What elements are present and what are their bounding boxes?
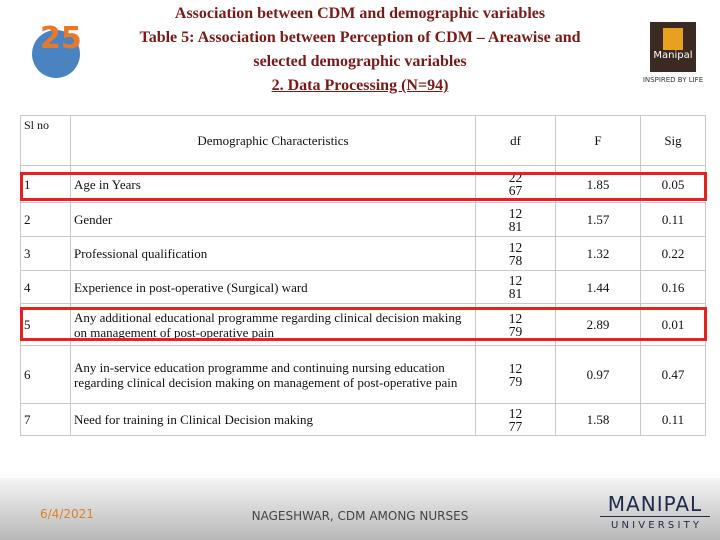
df-cell: 12 81 <box>475 270 556 304</box>
header-cell: Sig <box>640 115 706 166</box>
value-cell: 1.58 <box>555 403 641 436</box>
sl-cell: 2 <box>20 202 71 237</box>
table-row: 6 Any in-service education programme and … <box>20 345 706 404</box>
df-cell: 12 78 <box>475 236 556 271</box>
df-value: 81 <box>508 218 523 234</box>
footer-sub: U N I V E R S I T Y <box>611 520 699 531</box>
df-cell: 12 79 <box>475 345 556 404</box>
header-cell: Sl no <box>20 115 71 166</box>
highlight-box <box>20 307 707 341</box>
logo-emblem <box>663 28 683 50</box>
value-cell: 1.32 <box>555 236 641 271</box>
footer-band <box>0 478 720 540</box>
title-line: Table 5: Association between Perception … <box>139 29 581 46</box>
title-line: Association between CDM and demographic … <box>174 5 546 22</box>
value-cell: 0.47 <box>640 345 706 404</box>
footer-text: NAGESHWAR, CDM AMONG NURSES <box>251 509 469 523</box>
value-cell: 1.44 <box>555 270 641 304</box>
value-cell: 0.22 <box>640 236 706 271</box>
value-cell: 0.05 <box>640 165 706 203</box>
df-cell: 12 77 <box>475 403 556 436</box>
sl-cell: 1 <box>20 165 71 203</box>
svg-text:25: 25 <box>40 21 82 56</box>
df-value: 79 <box>508 373 523 389</box>
highlight-box <box>20 172 707 201</box>
sl-cell: 6 <box>20 345 71 404</box>
table-row: 7 Need for training in Clinical Decision … <box>20 403 706 436</box>
header-row: Sl no Demographic Characteristics df F Sig <box>20 115 706 166</box>
df-value: 12 <box>508 205 523 221</box>
value-cell: 0.97 <box>555 345 641 404</box>
characteristic-cell: Age in Years <box>70 165 476 203</box>
header-cell: Demographic Characteristics <box>70 115 476 166</box>
value-cell: 0.11 <box>640 403 706 436</box>
right-logo: Manipal <box>650 22 696 72</box>
header-cell: df <box>475 115 556 166</box>
df-value: 79 <box>508 323 523 339</box>
characteristic-cell: Any in-service education programme and c… <box>70 345 476 404</box>
df-value: 78 <box>508 252 523 268</box>
data-table: Sl no Demographic Characteristics df F Sig 1 A… <box>20 115 706 436</box>
value-cell: 1.57 <box>555 202 641 237</box>
table-row: 4 Experience in post-operative (Surgical)… <box>20 270 706 304</box>
table-row: 2 Gender 12 81 1.57 0.11 <box>20 202 706 237</box>
title-line: 2. Data Processing (N=94) <box>271 77 449 94</box>
sl-cell: 4 <box>20 270 71 304</box>
df-value: 81 <box>508 286 523 301</box>
df-value: 77 <box>508 418 523 434</box>
value-cell: 0.11 <box>640 202 706 237</box>
logo-tagline: INSPIRED BY LIFE <box>642 76 704 84</box>
df-value: 12 <box>508 239 523 255</box>
characteristic-cell: Professional qualification <box>70 236 476 271</box>
title-line: selected demographic variables <box>253 53 467 70</box>
df-value: 12 <box>508 360 523 376</box>
df-value: 67 <box>508 183 523 198</box>
characteristic-cell: Need for training in Clinical Decision m… <box>70 403 476 436</box>
logo-name: Manipal <box>653 50 693 61</box>
table-row: 1 Age in Years 22 67 1.85 0.05 <box>20 165 706 203</box>
footer-brand: MANIPAL <box>600 492 710 517</box>
value-cell: 0.16 <box>640 270 706 304</box>
header-cell: F <box>555 115 641 166</box>
df-cell: 12 81 <box>475 202 556 237</box>
characteristic-cell: Gender <box>70 202 476 237</box>
sl-cell: 3 <box>20 236 71 271</box>
sl-cell: 7 <box>20 403 71 436</box>
df-value: 12 <box>508 310 523 326</box>
df-value: 12 <box>508 273 523 288</box>
df-value: 12 <box>508 405 523 421</box>
left-logo-art: 25 <box>32 21 82 78</box>
table-row: 3 Professional qualification 12 78 1.32 0.22 <box>20 236 706 271</box>
characteristic-cell: Experience in post-operative (Surgical) … <box>70 270 476 304</box>
value-cell: 1.85 <box>555 165 641 203</box>
footer-date: 6/4/2021 <box>40 507 94 521</box>
left-logo: 25 <box>22 14 90 80</box>
